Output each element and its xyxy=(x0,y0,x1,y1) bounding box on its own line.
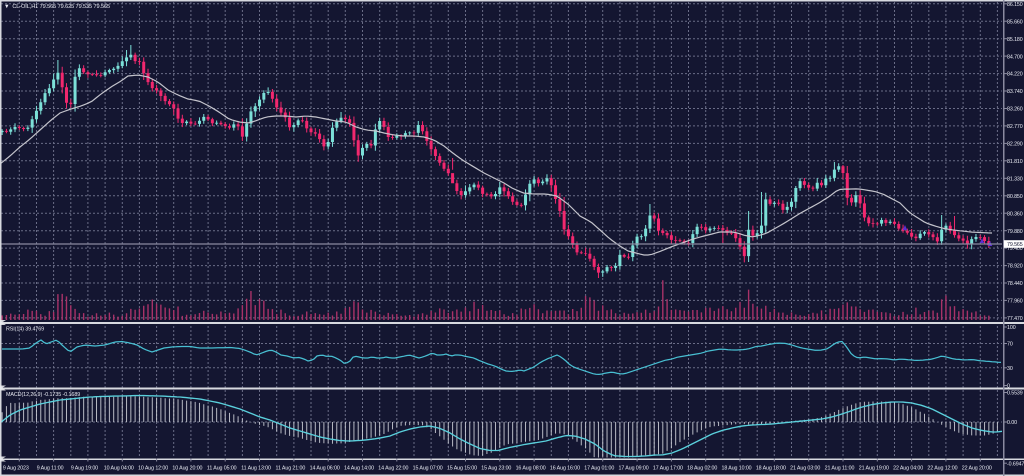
svg-text:10 Aug 12:00: 10 Aug 12:00 xyxy=(138,465,168,471)
svg-text:11 Aug 21:00: 11 Aug 21:00 xyxy=(276,465,306,471)
svg-text:82.770: 82.770 xyxy=(1007,124,1023,130)
svg-text:11 Aug 13:00: 11 Aug 13:00 xyxy=(241,465,271,471)
svg-text:0.5539: 0.5539 xyxy=(1007,391,1023,397)
svg-text:86.150: 86.150 xyxy=(1007,2,1023,8)
svg-text:81.330: 81.330 xyxy=(1007,176,1023,182)
svg-text:9 Aug 2023: 9 Aug 2023 xyxy=(3,465,29,471)
svg-text:14 Aug 06:00: 14 Aug 06:00 xyxy=(310,465,340,471)
svg-text:10 Aug 04:00: 10 Aug 04:00 xyxy=(104,465,134,471)
svg-text:18 Aug 02:00: 18 Aug 02:00 xyxy=(687,465,717,471)
svg-text:21 Aug 19:00: 21 Aug 19:00 xyxy=(859,465,889,471)
svg-text:78.440: 78.440 xyxy=(1007,281,1023,287)
svg-text:79.400: 79.400 xyxy=(1007,246,1023,252)
svg-text:14 Aug 22:00: 14 Aug 22:00 xyxy=(378,465,408,471)
svg-text:9 Aug 11:00: 9 Aug 11:00 xyxy=(37,465,64,471)
svg-text:RSI(14) 39.4769: RSI(14) 39.4769 xyxy=(6,326,44,332)
svg-text:15 Aug 15:00: 15 Aug 15:00 xyxy=(447,465,477,471)
svg-text:11 Aug 05:00: 11 Aug 05:00 xyxy=(207,465,237,471)
svg-text:MACD(12,26,9) -0.1735 -0.1689: MACD(12,26,9) -0.1735 -0.1689 xyxy=(6,392,80,398)
svg-text:22 Aug 20:00: 22 Aug 20:00 xyxy=(962,465,992,471)
svg-text:79.880: 79.880 xyxy=(1007,229,1023,235)
svg-text:17 Aug 01:00: 17 Aug 01:00 xyxy=(584,465,614,471)
svg-text:10 Aug 20:00: 10 Aug 20:00 xyxy=(172,465,202,471)
svg-text:84.700: 84.700 xyxy=(1007,54,1023,60)
svg-text:0.00: 0.00 xyxy=(1007,420,1017,426)
svg-text:79.565: 79.565 xyxy=(1007,242,1023,248)
svg-text:18 Aug 18:00: 18 Aug 18:00 xyxy=(756,465,786,471)
svg-text:16 Aug 16:00: 16 Aug 16:00 xyxy=(550,465,580,471)
svg-text:▼ CL-OIL,H1 79.565 79.625 79.: ▼ CL-OIL,H1 79.565 79.625 79.535 79.565 xyxy=(4,4,110,10)
svg-text:100: 100 xyxy=(1007,325,1016,331)
svg-text:70: 70 xyxy=(1007,342,1013,348)
svg-text:21 Aug 03:00: 21 Aug 03:00 xyxy=(790,465,820,471)
svg-text:17 Aug 09:00: 17 Aug 09:00 xyxy=(619,465,649,471)
svg-text:83.260: 83.260 xyxy=(1007,107,1023,113)
svg-text:80.850: 80.850 xyxy=(1007,194,1023,200)
svg-text:22 Aug 12:00: 22 Aug 12:00 xyxy=(927,465,957,471)
svg-text:15 Aug 07:00: 15 Aug 07:00 xyxy=(413,465,443,471)
svg-text:14 Aug 14:00: 14 Aug 14:00 xyxy=(344,465,374,471)
svg-text:77.960: 77.960 xyxy=(1007,299,1023,305)
svg-text:84.220: 84.220 xyxy=(1007,72,1023,78)
svg-text:9 Aug 19:00: 9 Aug 19:00 xyxy=(71,465,98,471)
svg-text:21 Aug 11:00: 21 Aug 11:00 xyxy=(825,465,855,471)
svg-text:17 Aug 17:00: 17 Aug 17:00 xyxy=(653,465,683,471)
svg-text:77.470: 77.470 xyxy=(1007,316,1023,322)
svg-text:15 Aug 23:00: 15 Aug 23:00 xyxy=(481,465,511,471)
svg-text:85.180: 85.180 xyxy=(1007,37,1023,43)
svg-text:82.290: 82.290 xyxy=(1007,142,1023,148)
svg-text:30: 30 xyxy=(1007,366,1013,372)
svg-text:78.920: 78.920 xyxy=(1007,264,1023,270)
svg-text:80.360: 80.360 xyxy=(1007,211,1023,217)
svg-text:81.810: 81.810 xyxy=(1007,159,1023,165)
svg-text:0: 0 xyxy=(1007,384,1010,390)
svg-text:83.740: 83.740 xyxy=(1007,89,1023,95)
svg-text:22 Aug 04:00: 22 Aug 04:00 xyxy=(893,465,923,471)
svg-text:16 Aug 08:00: 16 Aug 08:00 xyxy=(516,465,546,471)
svg-text:18 Aug 10:00: 18 Aug 10:00 xyxy=(722,465,752,471)
svg-text:-0.6947: -0.6947 xyxy=(1007,461,1024,467)
svg-text:85.660: 85.660 xyxy=(1007,19,1023,25)
